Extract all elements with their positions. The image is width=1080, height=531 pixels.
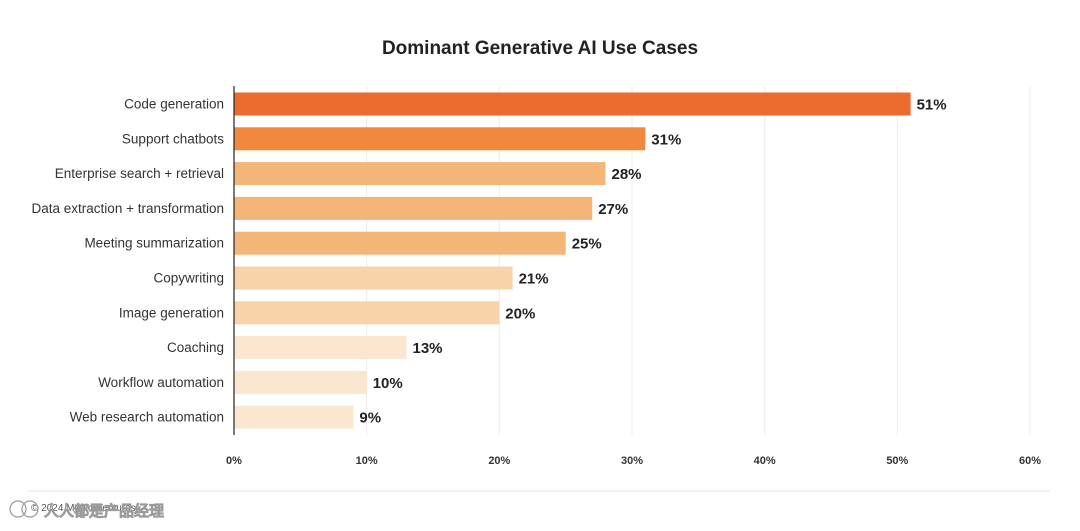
category-label: Code generation — [124, 97, 224, 112]
x-tick-label: 0% — [226, 455, 242, 467]
x-tick-label: 60% — [1019, 455, 1041, 467]
bars — [234, 92, 911, 429]
bar — [234, 92, 911, 116]
x-tick-label: 50% — [886, 455, 908, 467]
bar — [234, 370, 367, 394]
chart-title: Dominant Generative AI Use Cases — [382, 38, 698, 59]
value-label: 27% — [598, 201, 628, 218]
value-label: 9% — [359, 410, 381, 427]
watermark-text: 人人都是产品经理 — [44, 502, 164, 520]
watermark-logo-icon — [9, 500, 39, 518]
labels: Code generation 51% Support chatbots 31% Ent… — [32, 97, 947, 427]
category-label: Meeting summarization — [84, 236, 224, 251]
bar — [234, 301, 500, 325]
copyright-text: © 2024 Menlo Ventures — [31, 503, 136, 514]
bar — [234, 405, 354, 429]
bar — [234, 336, 407, 360]
value-label: 21% — [519, 271, 549, 288]
category-label: Coaching — [167, 340, 224, 355]
bar — [234, 196, 593, 220]
bar — [234, 231, 566, 255]
bar — [234, 162, 606, 186]
category-label: Workflow automation — [98, 375, 224, 390]
category-label: Image generation — [119, 305, 224, 320]
value-label: 20% — [505, 305, 535, 322]
category-label: Copywriting — [153, 271, 224, 286]
value-label: 28% — [612, 166, 642, 183]
x-axis-ticks: 0% 10% 20% 30% 40% 50% 60% — [226, 455, 1041, 467]
bar — [234, 127, 646, 151]
category-label: Web research automation — [70, 410, 224, 425]
watermark: 人人都是产品经理 — [9, 500, 164, 520]
value-label: 10% — [373, 375, 403, 392]
value-label: 13% — [413, 340, 443, 357]
category-label: Enterprise search + retrieval — [55, 166, 224, 181]
x-tick-label: 30% — [621, 455, 643, 467]
category-label: Data extraction + transformation — [32, 201, 224, 216]
value-label: 25% — [572, 236, 602, 253]
x-tick-label: 20% — [488, 455, 510, 467]
x-tick-label: 10% — [356, 455, 378, 467]
x-tick-label: 40% — [754, 455, 776, 467]
value-label: 51% — [917, 97, 947, 114]
value-label: 31% — [651, 131, 681, 148]
category-label: Support chatbots — [122, 131, 224, 146]
bar — [234, 266, 513, 290]
